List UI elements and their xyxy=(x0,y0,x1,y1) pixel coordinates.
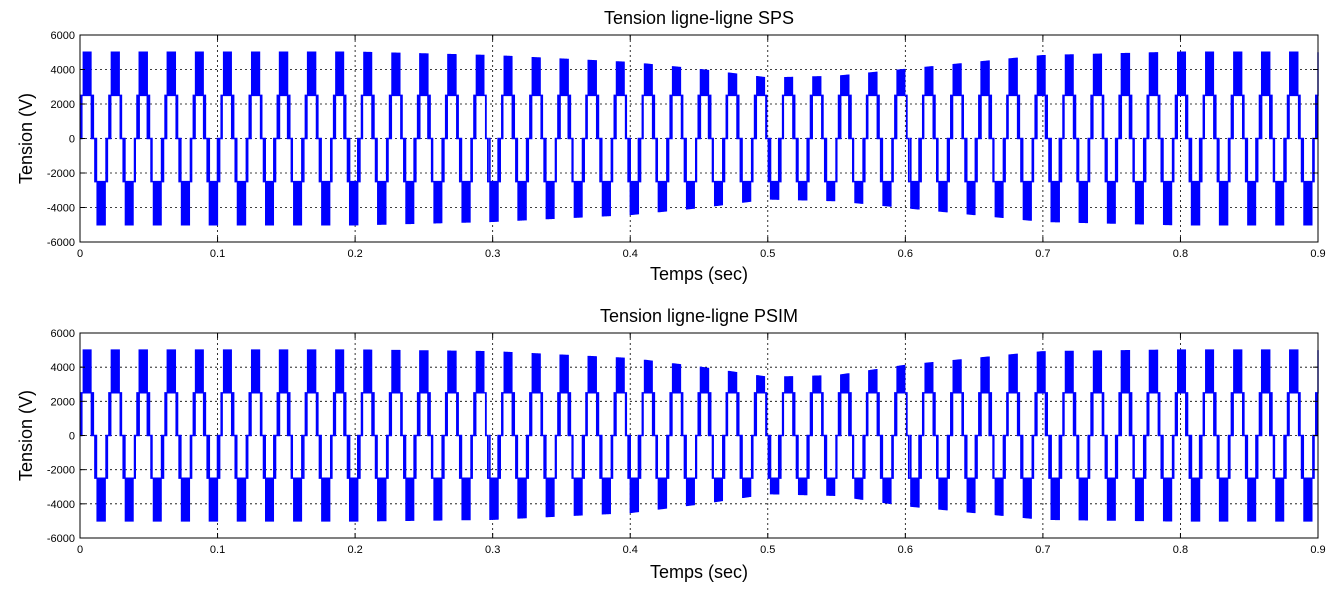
x-tick-label: 0.6 xyxy=(898,544,913,556)
x-tick-label: 0.7 xyxy=(1035,544,1050,556)
x-tick-label: 0.1 xyxy=(210,248,225,260)
x-tick-label: 0.4 xyxy=(623,544,638,556)
x-tick-label: 0.5 xyxy=(760,544,775,556)
y-tick-label: 2000 xyxy=(51,99,75,111)
x-tick-label: 0.7 xyxy=(1035,248,1050,260)
x-axis-label: Temps (sec) xyxy=(650,264,748,284)
x-tick-label: 0 xyxy=(77,248,83,260)
y-tick-label: 6000 xyxy=(51,328,75,340)
y-tick-label: 0 xyxy=(69,431,75,443)
x-tick-label: 0.3 xyxy=(485,544,500,556)
x-tick-label: 0.2 xyxy=(347,248,362,260)
y-tick-label: -2000 xyxy=(47,168,75,180)
x-tick-label: 0 xyxy=(77,544,83,556)
y-tick-label: 6000 xyxy=(51,30,75,42)
x-axis-label: Temps (sec) xyxy=(650,562,748,582)
y-axis-label: Tension (V) xyxy=(16,93,36,184)
x-tick-label: 0.8 xyxy=(1173,248,1188,260)
chart-psim: Tension ligne-ligne PSIM 0 0.1 0.2 0.3 0.4 0.… xyxy=(16,306,1326,582)
y-tick-label: -4000 xyxy=(47,499,75,511)
x-tick-label: 0.8 xyxy=(1173,544,1188,556)
x-tick-label: 0.4 xyxy=(623,248,638,260)
chart-title: Tension ligne-ligne PSIM xyxy=(600,306,798,326)
x-tick-label: 0.9 xyxy=(1310,544,1325,556)
chart-title: Tension ligne-ligne SPS xyxy=(604,8,794,28)
y-tick-label: 4000 xyxy=(51,65,75,77)
y-tick-label: -6000 xyxy=(47,237,75,249)
y-tick-label: 4000 xyxy=(51,362,75,374)
y-tick-label: -6000 xyxy=(47,533,75,545)
y-tick-label: -4000 xyxy=(47,203,75,215)
x-tick-label: 0.6 xyxy=(898,248,913,260)
chart-sps: Tension ligne-ligne SPS 0 0.1 0.2 0.3 0.4 0.5… xyxy=(16,8,1326,284)
y-tick-label: 2000 xyxy=(51,396,75,408)
y-axis-label: Tension (V) xyxy=(16,390,36,481)
y-tick-label: -2000 xyxy=(47,465,75,477)
x-tick-label: 0.1 xyxy=(210,544,225,556)
x-tick-label: 0.5 xyxy=(760,248,775,260)
x-tick-label: 0.2 xyxy=(347,544,362,556)
x-tick-label: 0.9 xyxy=(1310,248,1325,260)
x-tick-label: 0.3 xyxy=(485,248,500,260)
y-tick-label: 0 xyxy=(69,134,75,146)
